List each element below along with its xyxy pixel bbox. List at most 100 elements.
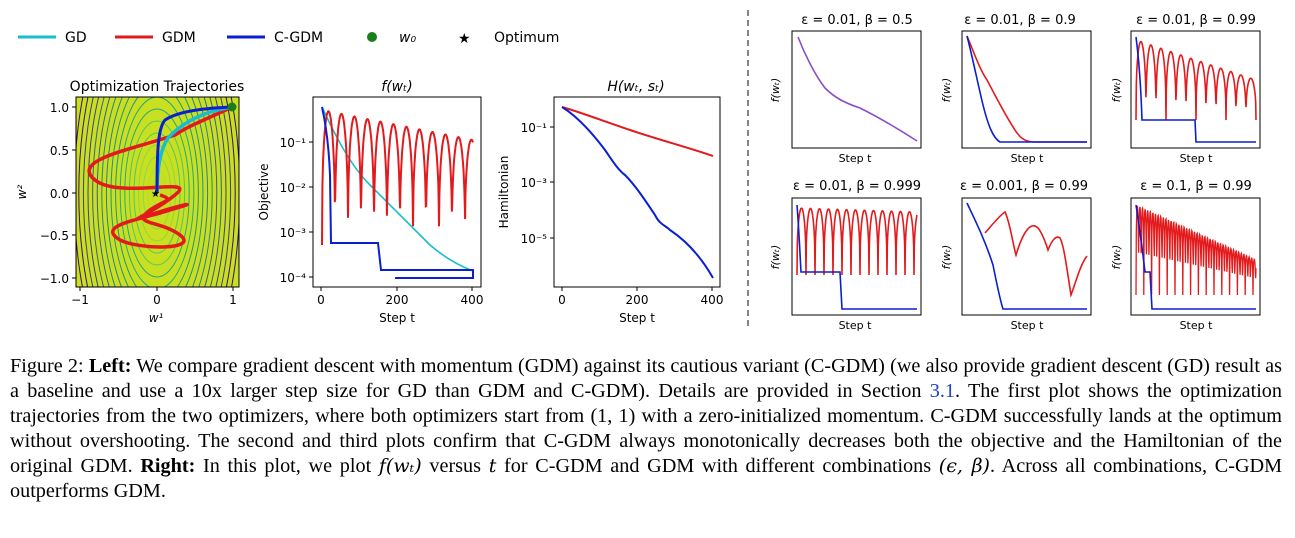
xtick: 0 [558,293,566,307]
caption-math-t: t [488,455,497,477]
contour-ellipse [92,97,222,287]
right-grid: ε = 0.01, β = 0.5 Step t f(wₜ) ε = 0.01,… [769,13,1261,332]
caption-text-2: . The first plot shows the optimization … [10,380,1282,477]
grid-panel-title: ε = 0.01, β = 0.99 [1136,13,1256,28]
section-reference-link[interactable]: 3.1 [929,380,955,402]
ytick: 10⁻⁴ [280,271,307,285]
xtick: 1 [229,293,237,307]
objective-cgdm-line [321,106,474,279]
legend: GD GDM C-GDM w₀ ★ Optimum [18,30,559,47]
grid-ylabel: f(wₜ) [940,78,953,103]
grid-panel-title: ε = 0.01, β = 0.9 [964,13,1076,28]
legend-cgdm-label: C-GDM [274,30,323,46]
objective-xlabel: Step t [379,311,415,325]
ytick: 10⁻¹ [280,136,307,150]
grid-6-gdm-line [1135,205,1257,296]
figure-caption: Figure 2: Left: We compare gradient desc… [10,354,1282,504]
xtick: −1 [71,293,89,307]
hamiltonian-ylabel: Hamiltonian [497,156,511,229]
legend-w0-dot [367,32,377,42]
grid-panel-frame [961,30,1092,149]
hamiltonian-title: H(wₜ, sₜ) [607,79,664,95]
legend-optimum-star: ★ [458,31,471,47]
grid-panel-2: ε = 0.01, β = 0.9 Step t f(wₜ) [940,13,1092,165]
contour-ellipse [101,97,213,287]
grid-5-cgdm-line [966,202,1087,310]
cgdm-trajectory [155,105,233,194]
grid-panel-title: ε = 0.01, β = 0.999 [793,179,921,194]
caption-text-6: . Across all combinations, C-GDM outperf… [10,455,1283,502]
grid-2-gdm-line [966,35,1087,143]
trajectory-xlabel: w¹ [149,311,164,325]
objective-title: f(wₜ) [381,79,412,95]
ytick: 10⁻³ [280,226,307,240]
objective-xticks: 0 200 400 [317,287,483,307]
grid-xlabel: Step t [1180,319,1214,332]
legend-gdm-label: GDM [162,30,196,46]
trajectory-title: Optimization Trajectories [70,79,245,95]
grid-3-gdm-line [1135,40,1257,121]
caption-math-f: f(wₜ) [378,455,422,477]
objective-ylabel: Objective [257,164,271,221]
objective-gd-line [321,106,474,272]
legend-gd-label: GD [65,30,87,46]
hamiltonian-xlabel: Step t [619,311,655,325]
objective-gdm-line [321,110,474,246]
figure-2: GD GDM C-GDM w₀ ★ Optimum Optimization T… [15,10,1261,332]
ytick: 0.0 [50,187,69,201]
caption-text-3: In this plot, we plot [203,455,372,477]
grid-panel-title: ε = 0.1, β = 0.99 [1140,179,1252,194]
xtick: 200 [626,293,649,307]
contour-ellipse [110,97,204,287]
grid-ylabel: f(wₜ) [1110,78,1123,103]
caption-math-pair: (ϵ, β) [938,455,990,477]
caption-text-5: for C-GDM and GDM with different combina… [504,455,932,477]
grid-3-cgdm-line [1135,36,1256,143]
w0-marker [227,102,237,112]
ytick: 10⁻³ [521,176,548,190]
grid-4-gdm-line [796,207,918,276]
caption-left-label: Left: [88,355,132,377]
grid-xlabel: Step t [839,152,873,165]
contour-ellipse [124,108,190,278]
xtick: 0 [317,293,325,307]
trajectory-xticks: −1 0 1 [71,287,237,307]
trajectory-ylabel: w² [15,184,29,199]
grid-ylabel: f(wₜ) [940,245,953,270]
xtick: 0 [153,293,161,307]
grid-xlabel: Step t [839,319,873,332]
contour-ellipse [133,132,181,254]
optimum-marker: ★ [151,189,160,200]
contour-ellipse [87,97,227,287]
grid-ylabel: f(wₜ) [769,78,782,103]
ytick: −0.5 [40,229,69,243]
xtick: 400 [461,293,484,307]
grid-6-cgdm-line [1135,204,1256,310]
grid-panel-frame [791,30,922,149]
ytick: 10⁻¹ [521,121,548,135]
grid-panel-title: ε = 0.001, β = 0.99 [960,179,1088,194]
ytick: 1.0 [50,101,69,115]
grid-panel-1: ε = 0.01, β = 0.5 Step t f(wₜ) [769,13,922,165]
contour-ellipse [105,97,209,287]
xtick: 200 [386,293,409,307]
hamiltonian-cgdm-line [561,106,714,279]
contour-ellipse [82,97,232,287]
hamiltonian-yticks: 10⁻¹ 10⁻³ 10⁻⁵ [521,121,554,246]
grid-panel-6: ε = 0.1, β = 0.99 Step t f(wₜ) [1110,179,1261,332]
caption-label: Figure 2: [10,355,84,377]
grid-ylabel: f(wₜ) [1110,245,1123,270]
caption-right-label: Right: [140,455,196,477]
caption-text-1: We compare gradient descent with momentu… [10,355,1282,402]
ytick: −1.0 [40,272,69,286]
contour-ellipse [128,120,186,266]
objective-yticks: 10⁻¹ 10⁻² 10⁻³ 10⁻⁴ [280,136,313,285]
contour-ellipse [78,97,236,287]
trajectory-plot: Optimization Trajectories ★ 1.0 0.5 0.0 … [15,79,245,325]
grid-panel-3: ε = 0.01, β = 0.99 Step t f(wₜ) [1110,13,1261,165]
grid-4-cgdm-line [796,204,917,310]
xtick: 400 [701,293,724,307]
grid-panel-5: ε = 0.001, β = 0.99 Step t f(wₜ) [940,179,1092,332]
ytick: 0.5 [50,144,69,158]
grid-1-overlap-line [797,36,918,142]
